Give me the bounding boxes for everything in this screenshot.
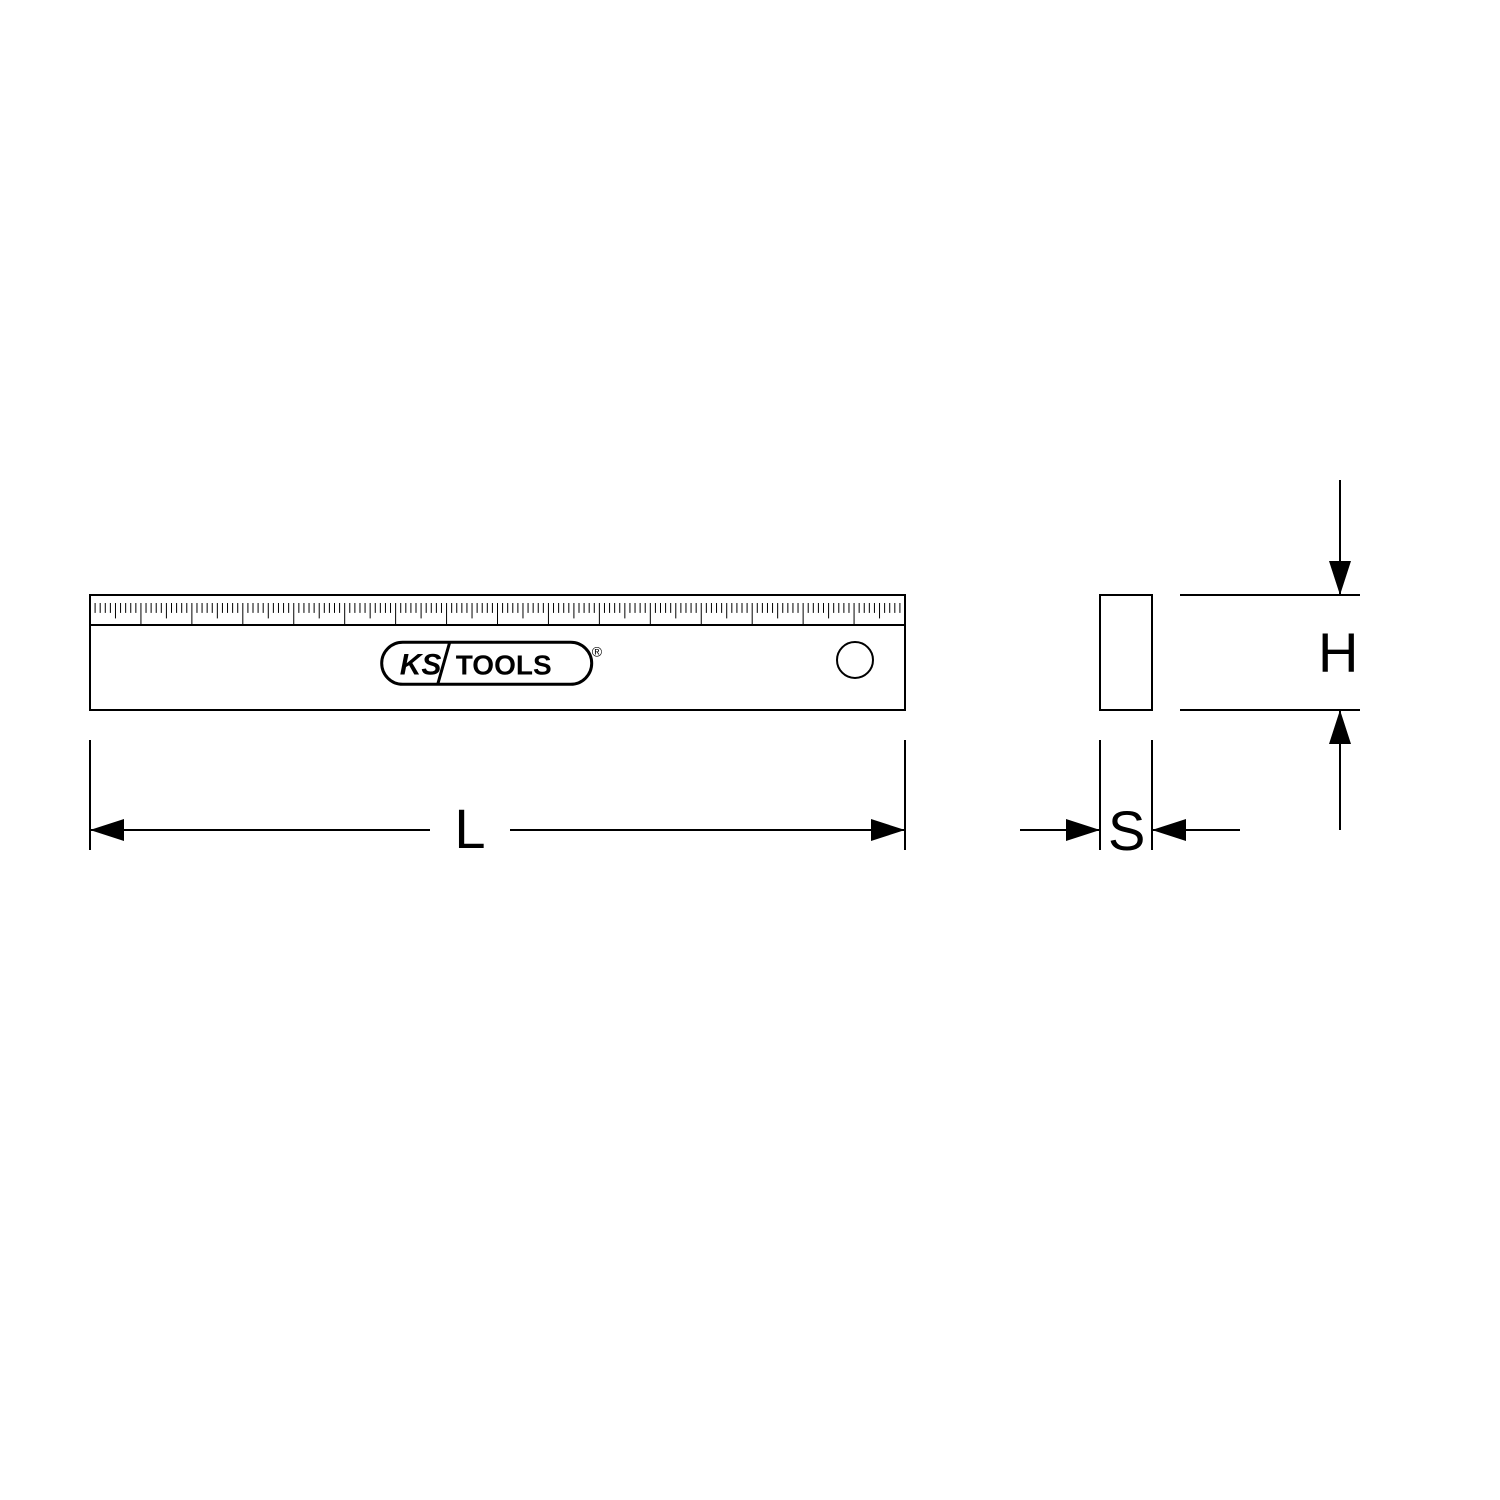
kstools-logo: KS TOOLS ® xyxy=(382,642,603,684)
logo-ks: KS xyxy=(400,648,442,681)
dim-L-label: L xyxy=(454,797,485,860)
ruler-graduations xyxy=(90,603,905,625)
ruler-cross-section xyxy=(1100,595,1152,710)
dim-S-label: S xyxy=(1108,799,1145,862)
logo-tools: TOOLS xyxy=(456,649,552,680)
logo-registered: ® xyxy=(592,643,603,659)
dim-H-label: H xyxy=(1318,621,1358,684)
hang-hole xyxy=(837,642,873,678)
